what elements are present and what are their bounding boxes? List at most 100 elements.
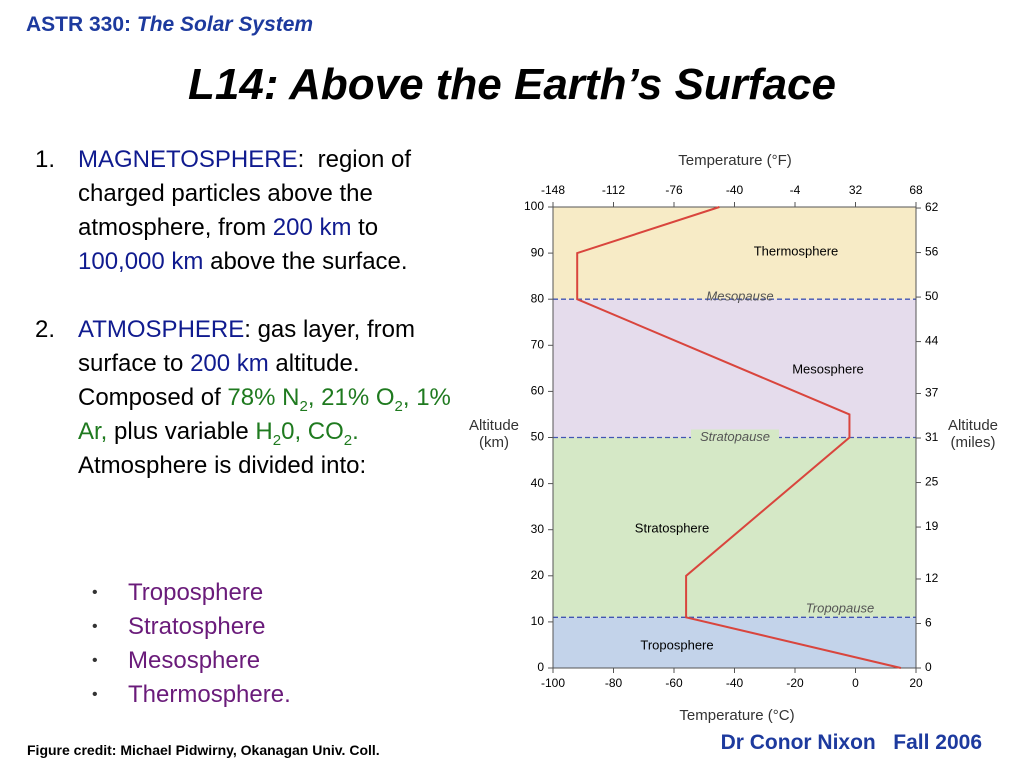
author-term: Dr Conor Nixon Fall 2006 [721, 731, 982, 755]
y-tick-label: 90 [531, 245, 545, 259]
y-tick-label: 60 [531, 384, 545, 398]
bullet-dot: • [92, 618, 98, 635]
text-run: . [352, 418, 359, 445]
text-run: : region of charged particles above the … [78, 146, 418, 241]
y-axis-label: (km) [479, 434, 509, 451]
text-run: plus variable [107, 418, 256, 445]
y-tick-label: 10 [531, 614, 545, 628]
layer-label: Mesosphere [792, 361, 864, 376]
x-tick-label: 20 [909, 676, 923, 690]
bullet-text: Thermosphere. [128, 681, 291, 708]
text-run: 78% N [227, 384, 300, 411]
text-run: 2 [343, 431, 353, 449]
y-axis-label: Altitude [469, 417, 519, 434]
item-text: ATMOSPHERE: gas layer, from surface to 2… [78, 313, 453, 483]
author: Dr Conor Nixon [720, 731, 876, 754]
layer-band [553, 299, 916, 438]
x2-tick-label: -40 [726, 183, 744, 197]
x-tick-label: -60 [665, 676, 683, 690]
list-item: 2. ATMOSPHERE: gas layer, from surface to… [35, 313, 453, 483]
y2-tick-label: 56 [925, 245, 939, 259]
x-tick-label: 0 [852, 676, 859, 690]
figure-credit: Figure credit: Michael Pidwirny, Okanaga… [27, 742, 380, 758]
text-run: 2 [272, 431, 282, 449]
boundary-label: Tropopause [806, 601, 874, 616]
layer-label: Thermosphere [754, 243, 839, 258]
y2-tick-label: 44 [925, 334, 939, 348]
list-item: 1. MAGNETOSPHERE: region of charged parti… [35, 143, 453, 279]
x2-axis-label: Temperature (°F) [678, 152, 792, 169]
y-tick-label: 0 [537, 660, 544, 674]
y2-axis-label: (miles) [951, 434, 996, 451]
y2-tick-label: 6 [925, 616, 932, 630]
y-tick-label: 80 [531, 291, 545, 305]
y2-tick-label: 62 [925, 200, 939, 214]
x-tick-label: -40 [726, 676, 744, 690]
text-run: MAGNETOSPHERE [78, 146, 298, 173]
text-run: 200 km [272, 214, 352, 241]
y-tick-label: 70 [531, 337, 545, 351]
bullet-list: • Troposphere • Stratosphere • Mesosphere • The… [92, 576, 392, 712]
text-run: 2 [394, 397, 403, 415]
x-axis-label: Temperature (°C) [679, 707, 794, 724]
text-run: 2 [299, 397, 308, 415]
item-number: 1. [35, 146, 56, 173]
text-run: altitude. Composed of [78, 350, 367, 411]
x2-tick-label: 32 [849, 183, 863, 197]
y2-tick-label: 19 [925, 519, 939, 533]
y2-tick-label: 0 [925, 660, 932, 674]
slide-title: L14: Above the Earth’s Surface [188, 60, 836, 109]
x-tick-label: -100 [541, 676, 565, 690]
text-run: , 21% O [307, 384, 395, 411]
y2-tick-label: 37 [925, 386, 939, 400]
bullet-item: • Stratosphere [92, 610, 392, 644]
text-run: above the surface. [203, 248, 408, 275]
layer-label: Troposphere [640, 637, 713, 652]
text-run: ATMOSPHERE [78, 316, 245, 343]
text-run: Atmosphere is divided into: [78, 418, 367, 479]
y-tick-label: 30 [531, 522, 545, 536]
item-text: MAGNETOSPHERE: region of charged particl… [78, 143, 453, 279]
x-tick-label: -20 [786, 676, 804, 690]
y-tick-label: 50 [531, 430, 545, 444]
text-run: , 1% Ar, [78, 384, 457, 445]
course-header: ASTR 330: The Solar System [26, 13, 313, 37]
y-tick-label: 20 [531, 568, 545, 582]
x2-tick-label: -148 [541, 183, 565, 197]
course-code: ASTR 330: [26, 13, 132, 36]
item-number: 2. [35, 316, 56, 343]
bullet-item: • Mesosphere [92, 644, 392, 678]
bullet-text: Mesosphere [128, 647, 261, 674]
course-title: The Solar System [136, 13, 314, 36]
boundary-label: Stratopause [700, 429, 770, 444]
text-run: 0, CO [281, 418, 344, 445]
y2-tick-label: 25 [925, 475, 939, 489]
temperature-line [576, 206, 902, 669]
x2-tick-label: -112 [602, 183, 625, 197]
bullet-item: • Thermosphere. [92, 678, 392, 712]
bullet-dot: • [92, 686, 98, 703]
bullet-text: Troposphere [128, 579, 264, 606]
layer-band [553, 617, 916, 668]
layer-band [553, 437, 916, 618]
x2-tick-label: -76 [665, 183, 683, 197]
text-list: 1. MAGNETOSPHERE: region of charged parti… [35, 143, 453, 483]
text-run: : gas layer, from surface to [78, 316, 422, 377]
layer-label: Stratosphere [635, 520, 709, 535]
y2-tick-label: 50 [925, 289, 939, 303]
boundary-label-bg [691, 429, 779, 446]
text-run: 200 km [190, 350, 269, 377]
y-tick-label: 100 [524, 199, 544, 213]
text-run: 100,000 km [78, 248, 204, 275]
layer-band [553, 207, 916, 300]
text-run: H [255, 418, 273, 445]
y-tick-label: 40 [531, 476, 545, 490]
bullet-item: • Troposphere [92, 576, 392, 610]
boundary-label: Mesopause [706, 289, 773, 304]
bullet-dot: • [92, 652, 98, 669]
bullet-dot: • [92, 584, 98, 601]
text-run: to [351, 214, 385, 241]
x2-tick-label: 68 [909, 183, 923, 197]
